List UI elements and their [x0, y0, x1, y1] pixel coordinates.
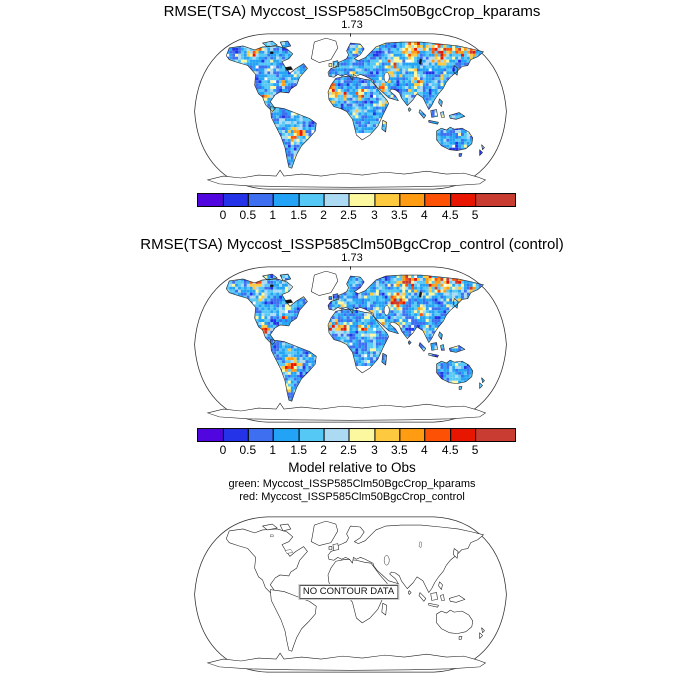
lakes [270, 284, 423, 304]
lakes [270, 51, 423, 71]
svg-text:2: 2 [320, 208, 327, 222]
svg-text:1: 1 [269, 208, 276, 222]
rmse-cells [226, 41, 485, 169]
svg-text:2.5: 2.5 [340, 208, 357, 222]
world-map-svg [194, 516, 507, 673]
panel2-global-stat: 1.73 [341, 252, 363, 264]
caspian-sea [383, 72, 390, 83]
rmse-cells [226, 274, 485, 402]
map-frame [194, 516, 507, 673]
coastlines [225, 273, 485, 402]
svg-text:4.5: 4.5 [442, 208, 459, 222]
map-frame [194, 266, 507, 423]
panel1-map-canvas [194, 33, 507, 190]
map-frame [194, 33, 507, 190]
svg-text:0: 0 [220, 208, 227, 222]
colorbar-svg: 0 0.5 1 1.5 2 2.5 3 3.5 4 4.5 5 [197, 428, 516, 457]
svg-text:0.5: 0.5 [240, 208, 257, 222]
lakes [270, 534, 423, 554]
colorbar-svg: 0 0.5 1 1.5 2 2.5 3 3.5 4 4.5 5 [197, 193, 516, 222]
world-map-svg [194, 266, 507, 423]
panel2-title: RMSE(TSA) Myccost_ISSP585Clm50BgcCrop_co… [140, 236, 564, 253]
svg-text:4: 4 [421, 208, 428, 222]
svg-text:3: 3 [371, 208, 378, 222]
no-data-landmasses [206, 520, 487, 671]
no-data-landmasses [206, 270, 487, 421]
svg-text:5: 5 [472, 208, 479, 222]
panel3-map-canvas [194, 516, 507, 673]
panel2-colorbar: 0 0.5 1 1.5 2 2.5 3 3.5 4 4.5 5 [197, 428, 516, 458]
panel1-global-stat: 1.73 [341, 19, 363, 31]
panel1-title: RMSE(TSA) Myccost_ISSP585Clm50BgcCrop_kp… [163, 3, 541, 20]
caspian-sea [383, 555, 390, 566]
coastlines [225, 40, 485, 169]
panel1-colorbar: 0 0.5 1 1.5 2 2.5 3 3.5 4 4.5 5 [197, 193, 516, 223]
panel3-title: Model relative to Obs [288, 460, 416, 475]
svg-text:1.5: 1.5 [290, 208, 307, 222]
panel2-map [194, 266, 507, 423]
panel1-map [194, 33, 507, 190]
panel3-legend-green: green: Myccost_ISSP585Clm50BgcCrop_kpara… [228, 478, 476, 490]
no-contour-data-label: NO CONTOUR DATA [297, 584, 400, 600]
panel2-map-canvas [194, 266, 507, 423]
svg-text:3.5: 3.5 [391, 208, 408, 222]
no-data-landmasses [206, 37, 487, 188]
panel3-legend-red: red: Myccost_ISSP585Clm50BgcCrop_control [239, 491, 465, 503]
panel3-map: NO CONTOUR DATA [194, 516, 507, 673]
world-map-svg [194, 33, 507, 190]
caspian-sea [383, 305, 390, 316]
